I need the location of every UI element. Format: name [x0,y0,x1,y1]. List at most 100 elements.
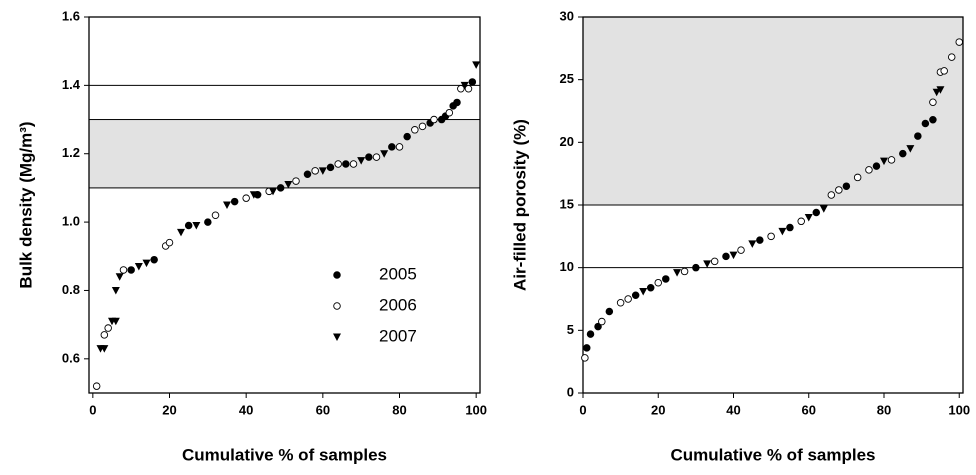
marker [468,78,477,86]
x-tick-label: 20 [162,402,176,417]
marker [842,182,851,190]
legend-label: 2007 [379,326,417,345]
marker [624,295,632,303]
marker [276,184,285,192]
x-tick-label: 100 [465,402,487,417]
marker [127,266,135,274]
marker [395,143,404,151]
marker [804,214,813,222]
marker [594,322,602,331]
marker [729,251,738,260]
marker [598,317,606,326]
marker [947,53,956,61]
legend-marker [333,271,341,279]
marker [100,345,109,353]
y-axis-label: Bulk density (Mg/m³) [16,121,35,288]
marker [616,299,625,307]
marker [269,187,277,196]
marker [418,122,427,131]
marker [150,255,158,264]
marker [464,85,473,93]
y-tick-label: 15 [560,196,574,211]
marker [797,217,805,226]
marker [921,119,930,128]
y-tick-label: 10 [560,259,574,274]
y-tick-label: 30 [560,8,574,23]
marker [357,157,366,165]
marker [865,166,873,174]
marker [165,238,174,247]
marker [211,211,220,220]
marker [631,291,640,299]
marker [453,98,461,107]
marker [899,149,907,158]
marker [472,61,481,69]
marker [334,160,342,168]
x-tick-label: 0 [89,402,96,417]
marker [703,260,712,268]
marker [134,263,143,271]
marker [326,163,335,172]
marker [680,267,689,276]
x-tick-label: 0 [579,402,586,417]
marker [639,287,648,296]
marker [204,218,212,226]
marker [646,283,655,292]
y-tick-label: 1.0 [62,214,80,229]
y-tick-label: 5 [567,322,574,337]
marker [767,232,775,241]
y-tick-label: 0.6 [62,350,80,365]
plot-frame [88,16,481,394]
marker [104,324,112,332]
marker [284,180,293,189]
marker [318,167,327,175]
marker [827,191,836,199]
marker [673,269,682,277]
marker [111,286,120,295]
marker [411,126,419,134]
marker [737,246,745,254]
marker [605,307,614,316]
marker [654,278,662,287]
x-tick-label: 80 [877,402,891,417]
marker [192,222,201,230]
marker [388,143,396,151]
marker [812,208,821,217]
marker [230,197,239,206]
marker [853,173,862,182]
marker [142,259,151,268]
marker [786,223,794,232]
marker [380,150,389,158]
y-tick-label: 0 [567,384,574,399]
marker [445,108,454,117]
x-tick-label: 100 [948,402,970,417]
y-tick-label: 1.2 [62,145,80,160]
y-axis-label: Air-filled porosity (%) [510,119,529,291]
marker [242,194,250,202]
y-tick-label: 0.8 [62,282,80,297]
legend-label: 2006 [379,295,417,314]
marker [778,227,787,236]
x-axis-label: Cumulative % of samples [670,445,875,464]
marker [115,273,124,281]
marker [119,266,128,274]
marker [872,162,881,170]
marker [372,153,381,161]
marker [177,228,185,237]
marker [914,132,922,140]
x-tick-label: 40 [239,402,253,417]
x-tick-label: 40 [726,402,740,417]
y-tick-label: 1.6 [62,8,80,23]
legend-label: 2005 [379,264,417,283]
marker [929,116,937,124]
marker [692,263,700,272]
marker [349,160,358,168]
marker [879,157,888,166]
marker [887,156,896,164]
marker [835,186,843,194]
marker [100,331,109,339]
x-tick-label: 20 [651,402,665,417]
marker [303,170,312,178]
marker [581,354,589,362]
marker [710,257,719,266]
